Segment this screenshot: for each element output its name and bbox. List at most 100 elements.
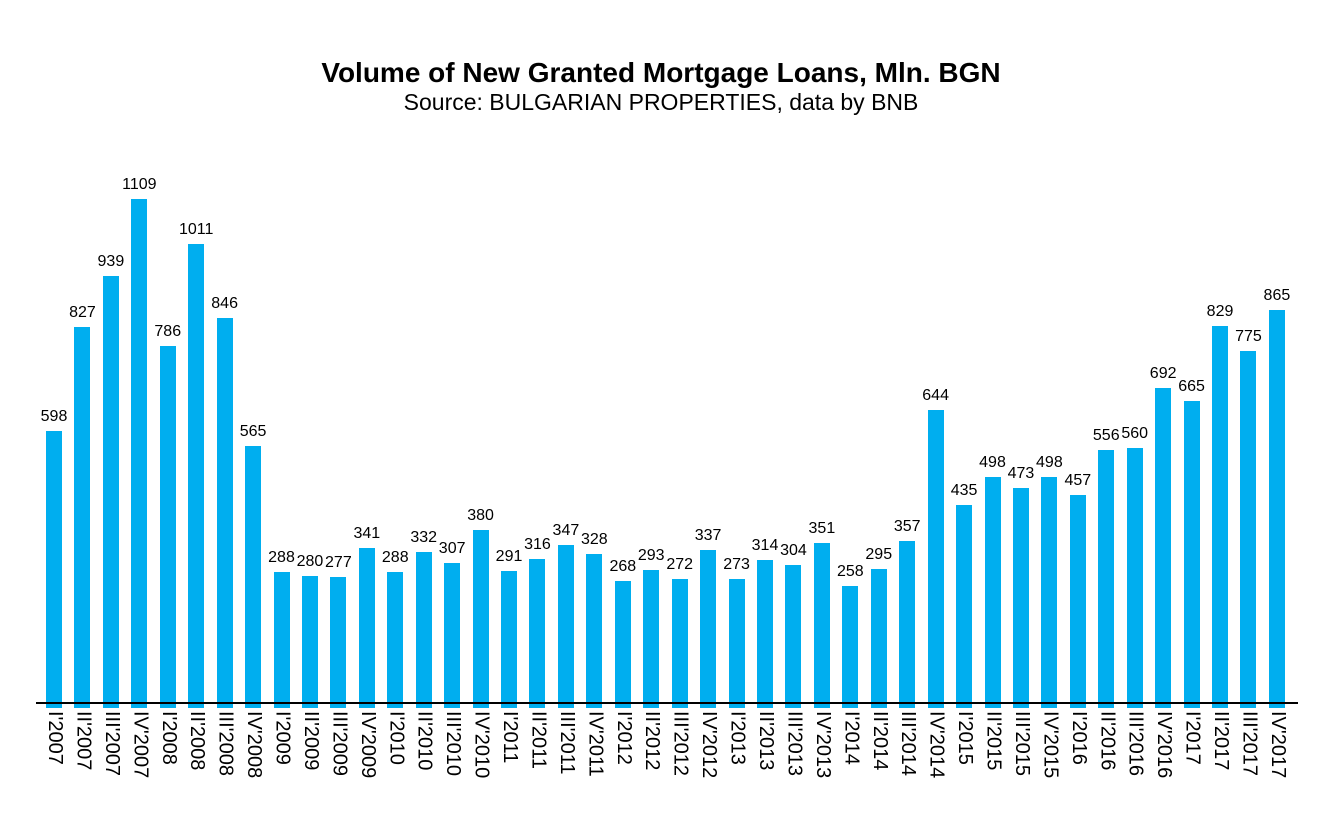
bar: [785, 565, 802, 708]
x-tick-label: IV'2008: [243, 711, 266, 779]
x-tick-label: III'2010: [442, 711, 465, 776]
bar-value-label: 337: [694, 527, 722, 544]
x-tick-label: IV'2015: [1039, 711, 1062, 779]
bar: [529, 559, 546, 708]
bar-value-label: 332: [410, 529, 438, 546]
bar-value-label: 829: [1206, 303, 1234, 320]
bar-value-label: 304: [780, 542, 807, 559]
bar-value-label: 692: [1149, 365, 1177, 382]
x-tick-label: III'2008: [214, 711, 237, 776]
bar: [501, 571, 518, 708]
x-tick-label: I'2008: [157, 711, 180, 765]
bar-value-label: 280: [296, 553, 324, 570]
x-tick-label: III'2016: [1124, 711, 1147, 776]
bar: [330, 577, 347, 708]
bar: [899, 541, 916, 708]
bar-value-label: 498: [1036, 454, 1063, 471]
x-tick-label: II'2015: [982, 711, 1005, 771]
bar: [46, 431, 62, 708]
bar-value-label: 565: [239, 423, 267, 440]
bar: [273, 572, 290, 708]
bar-value-label: 435: [950, 482, 978, 499]
bar: [870, 569, 887, 708]
x-tick-label: IV'2009: [356, 711, 379, 779]
bar: [472, 530, 489, 708]
x-tick-label: I'2013: [726, 711, 749, 765]
bar-value-label: 273: [723, 556, 750, 573]
bar-value-label: 314: [751, 537, 779, 554]
bar: [1012, 488, 1029, 708]
bar: [1240, 351, 1257, 708]
x-tick-label: II'2012: [641, 711, 664, 771]
x-tick-label: I'2007: [44, 711, 66, 765]
bar: [131, 199, 148, 708]
x-tick-label: III'2012: [669, 711, 692, 776]
bar: [387, 572, 404, 708]
bar-value-label: 560: [1121, 425, 1149, 442]
bar-value-label: 644: [922, 387, 949, 404]
bar: [188, 244, 205, 708]
bar-value-label: 293: [637, 547, 665, 564]
bar-value-label: 775: [1235, 328, 1262, 345]
bar-value-label: 295: [865, 546, 893, 563]
x-tick-label: II'2010: [413, 711, 436, 771]
bar: [216, 318, 233, 708]
x-tick-label: II'2011: [527, 711, 550, 769]
bar: [74, 327, 91, 708]
bar-value-label: 268: [609, 558, 637, 575]
bar-value-label: 328: [581, 531, 608, 548]
x-tick-label: IV'2011: [584, 711, 607, 777]
bar: [245, 446, 262, 708]
bar: [102, 276, 119, 708]
bar: [1069, 495, 1086, 708]
x-tick-label: II'2009: [299, 711, 322, 771]
bar-value-label: 498: [979, 454, 1006, 471]
bar: [700, 550, 717, 708]
bar: [301, 576, 318, 708]
x-tick-label: III'2011: [555, 711, 578, 775]
x-tick-label: IV'2017: [1266, 711, 1289, 779]
x-tick-label: IV'2014: [925, 711, 948, 779]
bar-value-label: 288: [268, 549, 295, 566]
x-tick-label: I'2017: [1181, 711, 1204, 765]
bar: [358, 548, 375, 708]
bar-value-label: 556: [1092, 427, 1120, 444]
bar: [1268, 310, 1285, 708]
x-tick-label: II'2017: [1210, 711, 1233, 771]
bar: [1212, 326, 1229, 708]
x-tick-label: II'2008: [186, 711, 209, 771]
x-tick-label: III'2007: [100, 711, 123, 776]
x-axis-line: [36, 702, 1298, 704]
bar-value-label: 865: [1263, 287, 1291, 304]
bar: [1183, 401, 1200, 708]
bar-value-label: 665: [1178, 378, 1205, 395]
x-tick-label: III'2013: [783, 711, 806, 776]
x-tick-label: I'2016: [1067, 711, 1090, 765]
x-tick-label: II'2014: [868, 711, 891, 771]
bar-value-label: 473: [1007, 465, 1035, 482]
chart-title: Volume of New Granted Mortgage Loans, Ml…: [321, 57, 1001, 88]
bar-value-label: 1109: [122, 176, 157, 193]
chart-subtitle: Source: BULGARIAN PROPERTIES, data by BN…: [403, 89, 919, 115]
bar-value-label: 291: [495, 548, 523, 565]
bar: [1126, 448, 1143, 708]
bar: [1041, 477, 1058, 708]
x-tick-label: IV'2007: [129, 711, 152, 779]
bar: [956, 505, 973, 708]
bar-value-label: 316: [524, 536, 551, 553]
bar: [415, 552, 432, 708]
x-tick-label: I'2015: [954, 711, 977, 765]
bar-value-label: 341: [353, 525, 381, 542]
bar: [1098, 450, 1115, 708]
x-tick-label: III'2015: [1010, 711, 1033, 776]
bar-value-label: 307: [438, 540, 466, 557]
bar: [159, 346, 176, 708]
x-tick-label: I'2014: [840, 711, 863, 765]
bar: [984, 477, 1001, 708]
bar: [927, 410, 944, 708]
bar: [842, 586, 859, 708]
x-tick-label: I'2010: [385, 711, 408, 765]
x-tick-label: II'2007: [72, 711, 95, 771]
